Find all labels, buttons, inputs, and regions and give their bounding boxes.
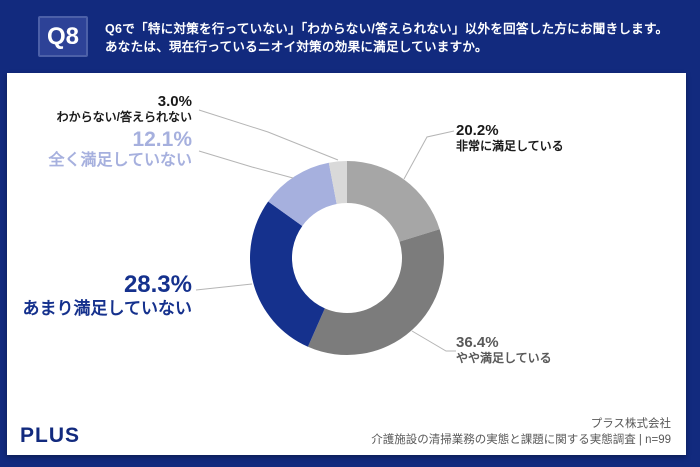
pie-label-unknown-name: わからない/答えられない xyxy=(56,110,192,124)
pie-label-not-satisfied-name: 全く満足していない xyxy=(48,152,192,169)
donut-slice-4 xyxy=(328,161,347,204)
pie-label-very-satisfied-name: 非常に満足している xyxy=(456,139,564,153)
pie-label-somewhat-satisfied-name: やや満足している xyxy=(456,351,552,365)
pie-label-very-satisfied-pct: 20.2% xyxy=(456,122,499,139)
pie-label-not-satisfied: 12.1% 全く満足していない xyxy=(48,128,192,170)
donut-slice-3 xyxy=(268,162,337,226)
donut-slice-1 xyxy=(307,229,444,355)
footer-credit: プラス株式会社 介護施設の清掃業務の実態と課題に関する実態調査 | n=99 xyxy=(371,416,671,448)
question-line1: Q6で「特に対策を行っていない」「わからない/答えられない」以外を回答した方にお… xyxy=(105,22,669,36)
footer-survey: 介護施設の清掃業務の実態と課題に関する実態調査 | n=99 xyxy=(371,434,671,446)
question-header: Q8 Q6で「特に対策を行っていない」「わからない/答えられない」以外を回答した… xyxy=(0,0,700,73)
footer-company: プラス株式会社 xyxy=(590,418,671,430)
leader-line-2 xyxy=(195,283,253,291)
plus-logo: PLUS xyxy=(20,424,81,447)
pie-label-somewhat-satisfied-pct: 36.4% xyxy=(456,334,499,351)
pie-label-low-satisfied: 28.3% あまり満足していない xyxy=(23,271,193,319)
pie-label-low-satisfied-name: あまり満足していない xyxy=(22,299,193,318)
question-line2: あなたは、現在行っているニオイ対策の効果に満足していますか。 xyxy=(105,40,488,54)
pie-label-unknown: 3.0% わからない/答えられない xyxy=(57,93,192,125)
leader-line-3 xyxy=(198,150,294,179)
leader-line-0 xyxy=(403,130,455,180)
pie-label-low-satisfied-pct: 28.3% xyxy=(123,271,192,298)
pie-label-not-satisfied-pct: 12.1% xyxy=(132,128,192,151)
pie-label-somewhat-satisfied: 36.4% やや満足している xyxy=(456,334,552,366)
chart-card xyxy=(7,73,686,455)
leader-line-1 xyxy=(411,330,456,352)
leader-line-4 xyxy=(198,109,339,161)
pie-label-very-satisfied: 20.2% 非常に満足している xyxy=(456,122,564,154)
donut-slice-2 xyxy=(250,201,325,347)
pie-label-unknown-pct: 3.0% xyxy=(157,93,192,110)
question-text: Q6で「特に対策を行っていない」「わからない/答えられない」以外を回答した方にお… xyxy=(105,20,675,56)
donut-slice-0 xyxy=(347,161,440,242)
question-number-badge: Q8 xyxy=(38,16,88,57)
